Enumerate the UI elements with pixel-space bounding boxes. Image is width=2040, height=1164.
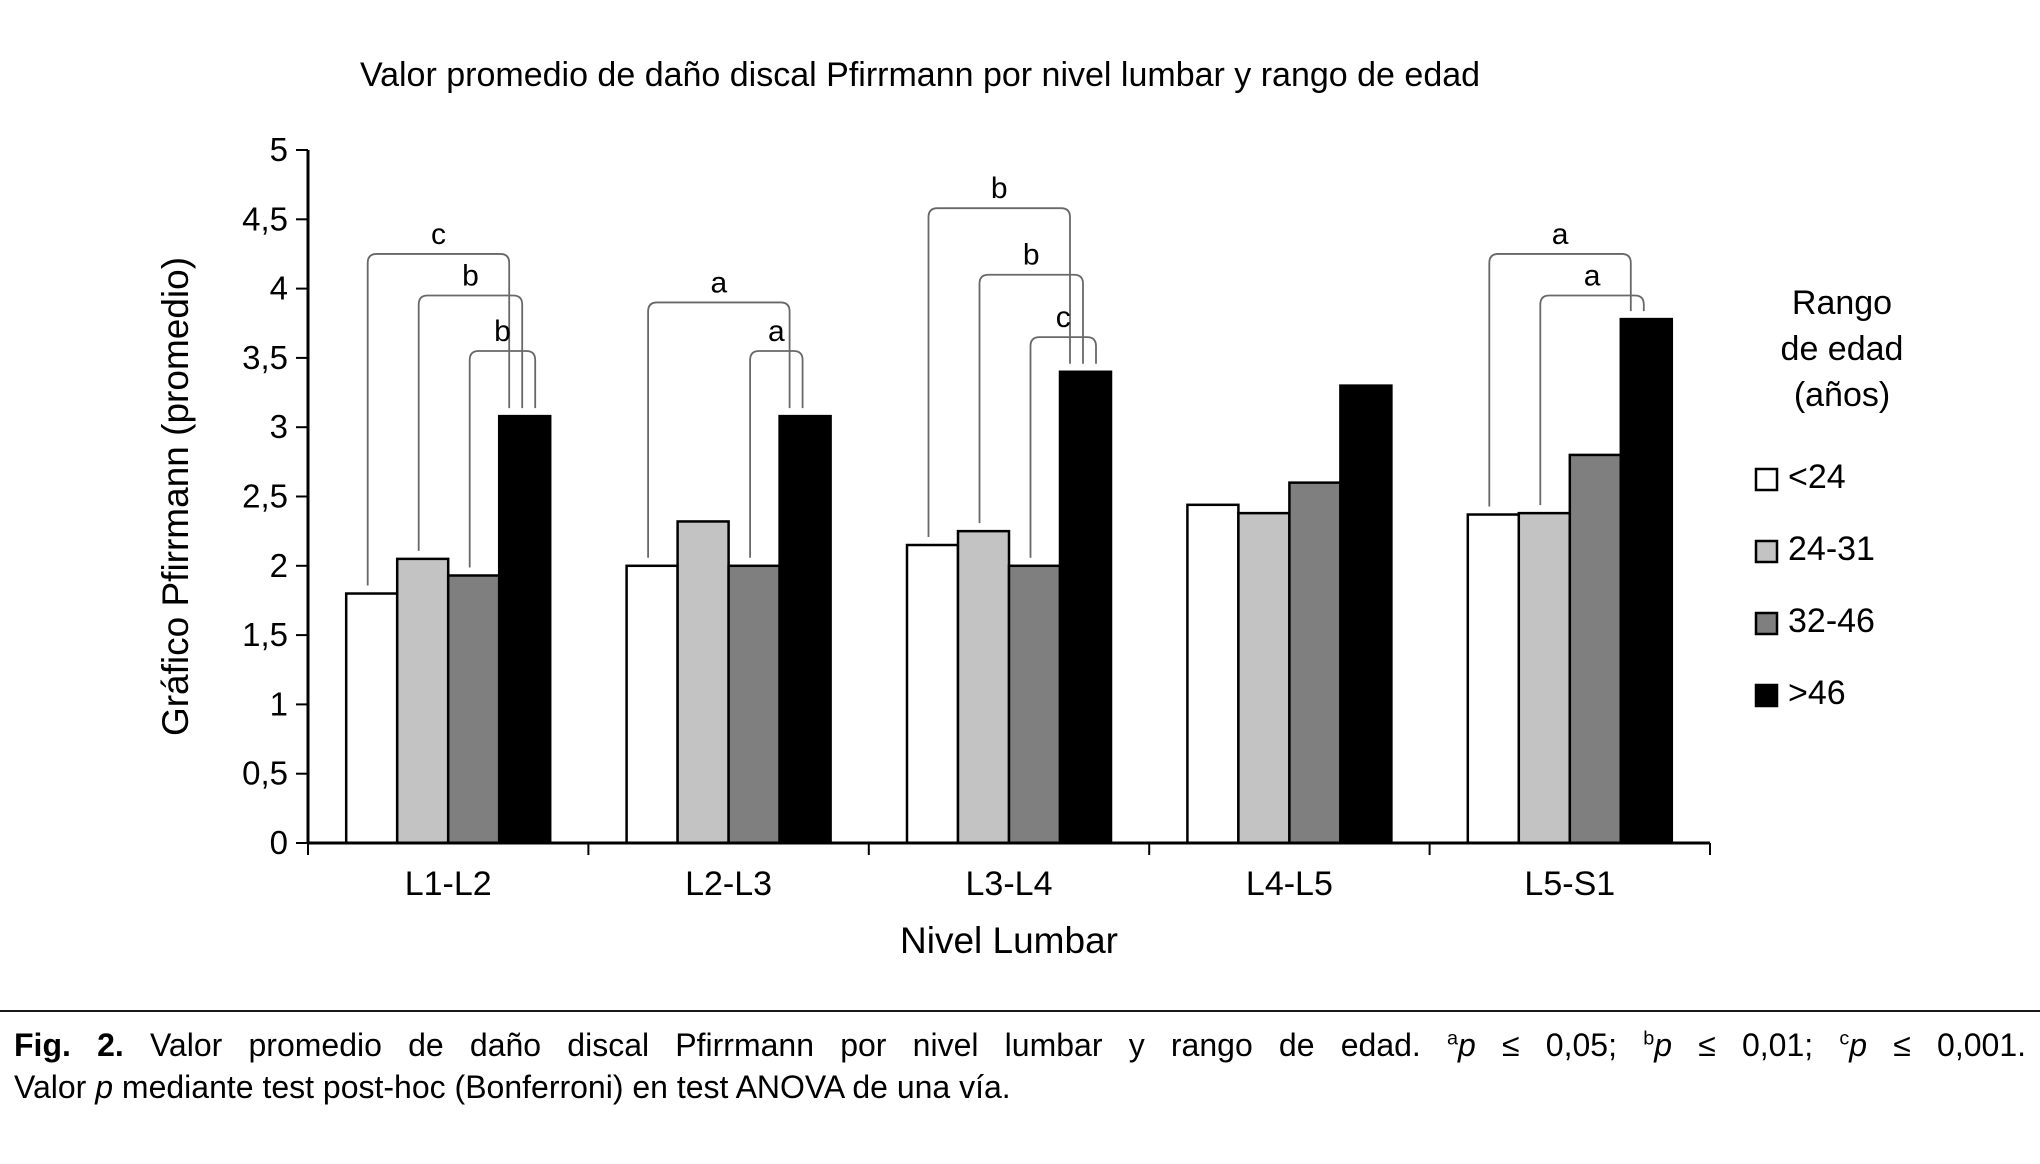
legend-title: (años) (1794, 376, 1890, 414)
category-label: L3-L4 (966, 865, 1053, 903)
significance-bracket (417, 294, 524, 551)
sig-a-sup: a (1447, 1027, 1459, 1050)
caption-main-text: Valor promedio de daño discal Pfirrmann … (123, 1027, 1448, 1063)
bar-L3-L4-32-46 (1007, 564, 1062, 845)
legend-marker-24-31 (1754, 539, 1779, 564)
sig-a-value: ≤ 0,05; (1475, 1027, 1644, 1063)
bar-L2-L3-24-31 (676, 520, 730, 845)
y-tick-label: 2,5 (242, 478, 288, 515)
category-label: L5-S1 (1524, 865, 1615, 903)
bar-L5-S1-24-31 (1517, 511, 1572, 845)
legend-title: de edad (1781, 330, 1904, 368)
y-tick-label: 2 (270, 547, 288, 584)
category-label: L4-L5 (1246, 865, 1333, 903)
caption-line-1: Fig. 2. Valor promedio de daño discal Pf… (14, 1024, 2026, 1066)
bracket-label: a (711, 266, 728, 299)
significance-bracket (749, 350, 804, 558)
bar-L2-L3-32-46 (727, 564, 781, 845)
bracket-label: b (991, 172, 1008, 205)
bracket-label: a (1552, 218, 1569, 251)
sig-a: ap ≤ 0,05; (1447, 1027, 1643, 1063)
bar-L3-L4-<24 (905, 543, 960, 845)
significance-bracket (1029, 336, 1097, 558)
legend-item-label: >46 (1788, 674, 1846, 712)
legend-item-label: 32-46 (1788, 602, 1875, 640)
figure-caption: Fig. 2. Valor promedio de daño discal Pf… (0, 1010, 2040, 1108)
sig-b-value: ≤ 0,01; (1672, 1027, 1840, 1063)
sig-c-value: ≤ 0,001. (1867, 1027, 2027, 1063)
bar-L3-L4-24-31 (956, 529, 1011, 845)
caption-fig-label: Fig. 2. (14, 1027, 124, 1063)
significance-bracket (978, 273, 1084, 524)
caption-line-2: Valor p mediante test post-hoc (Bonferro… (14, 1066, 2026, 1108)
bar-L5-S1-32-46 (1568, 453, 1623, 845)
chart-title: Valor promedio de daño discal Pfirrmann … (360, 56, 1480, 94)
y-tick-label: 4,5 (242, 200, 288, 237)
legend-marker-32-46 (1754, 611, 1779, 636)
bar-L1-L2-<24 (344, 592, 399, 845)
sig-a-p: p (1458, 1027, 1476, 1063)
caption-line2-pre: Valor (14, 1069, 96, 1105)
bracket-label: a (1584, 260, 1601, 293)
pfirrmann-bar-chart: Valor promedio de daño discal Pfirrmann … (155, 56, 1904, 961)
legend-item-label: <24 (1788, 458, 1846, 496)
category-label: L2-L3 (685, 865, 772, 903)
y-axis-label: Gráfico Pfirrmann (promedio) (155, 257, 196, 736)
category-label: L1-L2 (405, 865, 492, 903)
caption-line2-post: mediante test post-hoc (Bonferroni) en t… (113, 1069, 1011, 1105)
caption-line2-p: p (95, 1069, 114, 1105)
bracket-label: b (1023, 239, 1040, 272)
legend-item-label: 24-31 (1788, 530, 1875, 568)
significance-bracket (1539, 294, 1645, 506)
y-tick-label: 1 (270, 685, 288, 722)
sig-b-p: p (1654, 1027, 1673, 1063)
bar-L2-L3-<24 (625, 564, 679, 845)
sig-c: cp ≤ 0,001. (1839, 1027, 2026, 1063)
y-tick-label: 1,5 (242, 616, 288, 653)
y-tick-label: 0 (270, 824, 288, 861)
bar-L4-L5->46 (1339, 384, 1393, 845)
bracket-label: c (431, 218, 446, 251)
legend-title: Rango (1792, 284, 1892, 322)
significance-bracket (366, 253, 511, 586)
y-tick-label: 0,5 (242, 755, 288, 792)
sig-b-sup: b (1643, 1027, 1655, 1050)
bar-L5-S1->46 (1619, 317, 1674, 845)
bar-L1-L2-24-31 (395, 557, 450, 845)
y-tick-label: 5 (270, 131, 288, 168)
bar-L4-L5-24-31 (1237, 511, 1291, 845)
sig-c-sup: c (1839, 1027, 1850, 1050)
bar-L5-S1-<24 (1466, 513, 1521, 845)
bracket-label: b (494, 315, 511, 348)
significance-bracket (927, 207, 1071, 538)
bracket-label: a (768, 315, 785, 348)
legend-marker->46 (1754, 683, 1779, 708)
bracket-label: b (462, 260, 479, 293)
bar-L4-L5-32-46 (1288, 481, 1342, 845)
sig-c-p: p (1849, 1027, 1868, 1063)
bar-L1-L2->46 (497, 414, 552, 845)
significance-bracket (1488, 253, 1632, 507)
legend-marker-<24 (1754, 467, 1779, 492)
significance-bracket (468, 350, 537, 568)
bar-L3-L4->46 (1058, 370, 1113, 845)
bar-L2-L3->46 (778, 414, 832, 845)
y-tick-label: 3 (270, 408, 288, 445)
x-axis-label: Nivel Lumbar (900, 920, 1118, 961)
significance-bracket (647, 301, 791, 558)
bracket-label: c (1056, 301, 1071, 334)
bar-L1-L2-32-46 (446, 574, 501, 845)
bar-L4-L5-<24 (1186, 503, 1240, 845)
y-tick-label: 3,5 (242, 339, 288, 376)
sig-b: bp ≤ 0,01; (1643, 1027, 1839, 1063)
y-tick-label: 4 (270, 270, 288, 307)
